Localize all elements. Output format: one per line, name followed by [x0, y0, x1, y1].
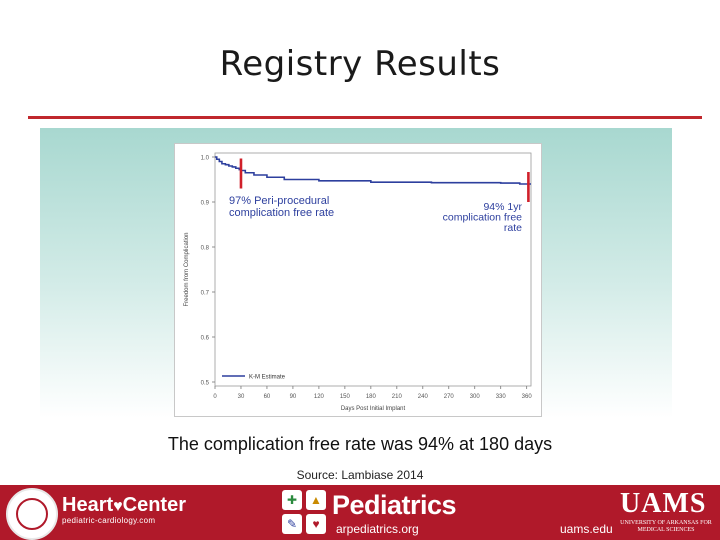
one-year-annotation: complication free — [443, 212, 523, 224]
uams-logo-subtitle: UNIVERSITY OF ARKANSAS FOR MEDICAL SCIEN… — [620, 520, 712, 533]
x-tick-label: 60 — [264, 394, 271, 400]
x-tick-label: 30 — [238, 394, 245, 400]
x-tick-label: 300 — [470, 394, 481, 400]
slide-caption: The complication free rate was 94% at 18… — [167, 434, 553, 454]
uams-url[interactable]: uams.edu — [560, 522, 613, 536]
heart-center-word-2: Center — [122, 494, 186, 516]
x-tick-label: 0 — [213, 394, 217, 400]
heart-icon: ♥ — [113, 498, 123, 515]
footer-bar — [0, 485, 720, 540]
graduation-cap-icon: ▲ — [306, 490, 326, 510]
pediatrics-url[interactable]: arpediatrics.org — [336, 522, 419, 536]
pediatrics-icon-grid: ✚ ▲ ✎ ♥ — [282, 490, 328, 536]
y-tick-label: 0.5 — [201, 381, 210, 387]
x-tick-label: 180 — [366, 394, 377, 400]
km-series-line — [215, 156, 531, 185]
x-tick-label: 120 — [314, 394, 325, 400]
y-tick-label: 0.6 — [201, 336, 210, 342]
y-tick-label: 0.9 — [201, 201, 210, 207]
pediatrics-logo-text: Pediatrics — [332, 490, 457, 520]
plot-area — [214, 152, 532, 387]
heart-center-word-1: Heart — [62, 494, 114, 516]
legend-label: K-M Estimate — [249, 375, 286, 381]
peri-procedural-annotation: complication free rate — [229, 207, 334, 219]
one-year-annotation: rate — [504, 222, 522, 234]
heart-small-icon: ♥ — [306, 514, 326, 534]
source-citation: Source: Lambiase 2014 — [296, 468, 424, 482]
x-tick-label: 210 — [392, 394, 403, 400]
x-tick-label: 90 — [290, 394, 297, 400]
heart-center-logo[interactable]: Heart♥Center pediatric-cardiology.com — [62, 494, 192, 532]
stethoscope-icon: ✚ — [282, 490, 302, 510]
university-seal-icon — [6, 488, 58, 540]
one-year-annotation: 94% 1yr — [483, 201, 522, 213]
y-axis-label: Freedom from Complication — [184, 232, 190, 306]
km-chart-svg: 0.5 0.6 0.7 0.8 0.9 1.0 0 30 60 90 120 150 180 210 240… — [184, 152, 533, 412]
x-tick-label: 240 — [418, 394, 429, 400]
y-tick-label: 1.0 — [201, 156, 210, 162]
x-tick-label: 360 — [522, 394, 533, 400]
x-tick-label: 270 — [444, 394, 455, 400]
x-tick-label: 330 — [496, 394, 507, 400]
uams-logo-text: UAMS — [620, 488, 707, 519]
seal-ring — [16, 498, 48, 530]
y-tick-label: 0.8 — [201, 246, 210, 252]
title-divider — [28, 116, 702, 119]
km-chart: 0.5 0.6 0.7 0.8 0.9 1.0 0 30 60 90 120 150 180 210 240… — [174, 143, 542, 417]
x-axis-label: Days Post Initial Implant — [341, 406, 406, 412]
microscope-icon: ✎ — [282, 514, 302, 534]
x-tick-label: 150 — [340, 394, 351, 400]
y-tick-label: 0.7 — [201, 291, 210, 297]
heart-center-url: pediatric-cardiology.com — [62, 516, 156, 525]
slide-title: Registry Results — [219, 44, 501, 84]
peri-procedural-annotation: 97% Peri-procedural — [229, 195, 329, 207]
